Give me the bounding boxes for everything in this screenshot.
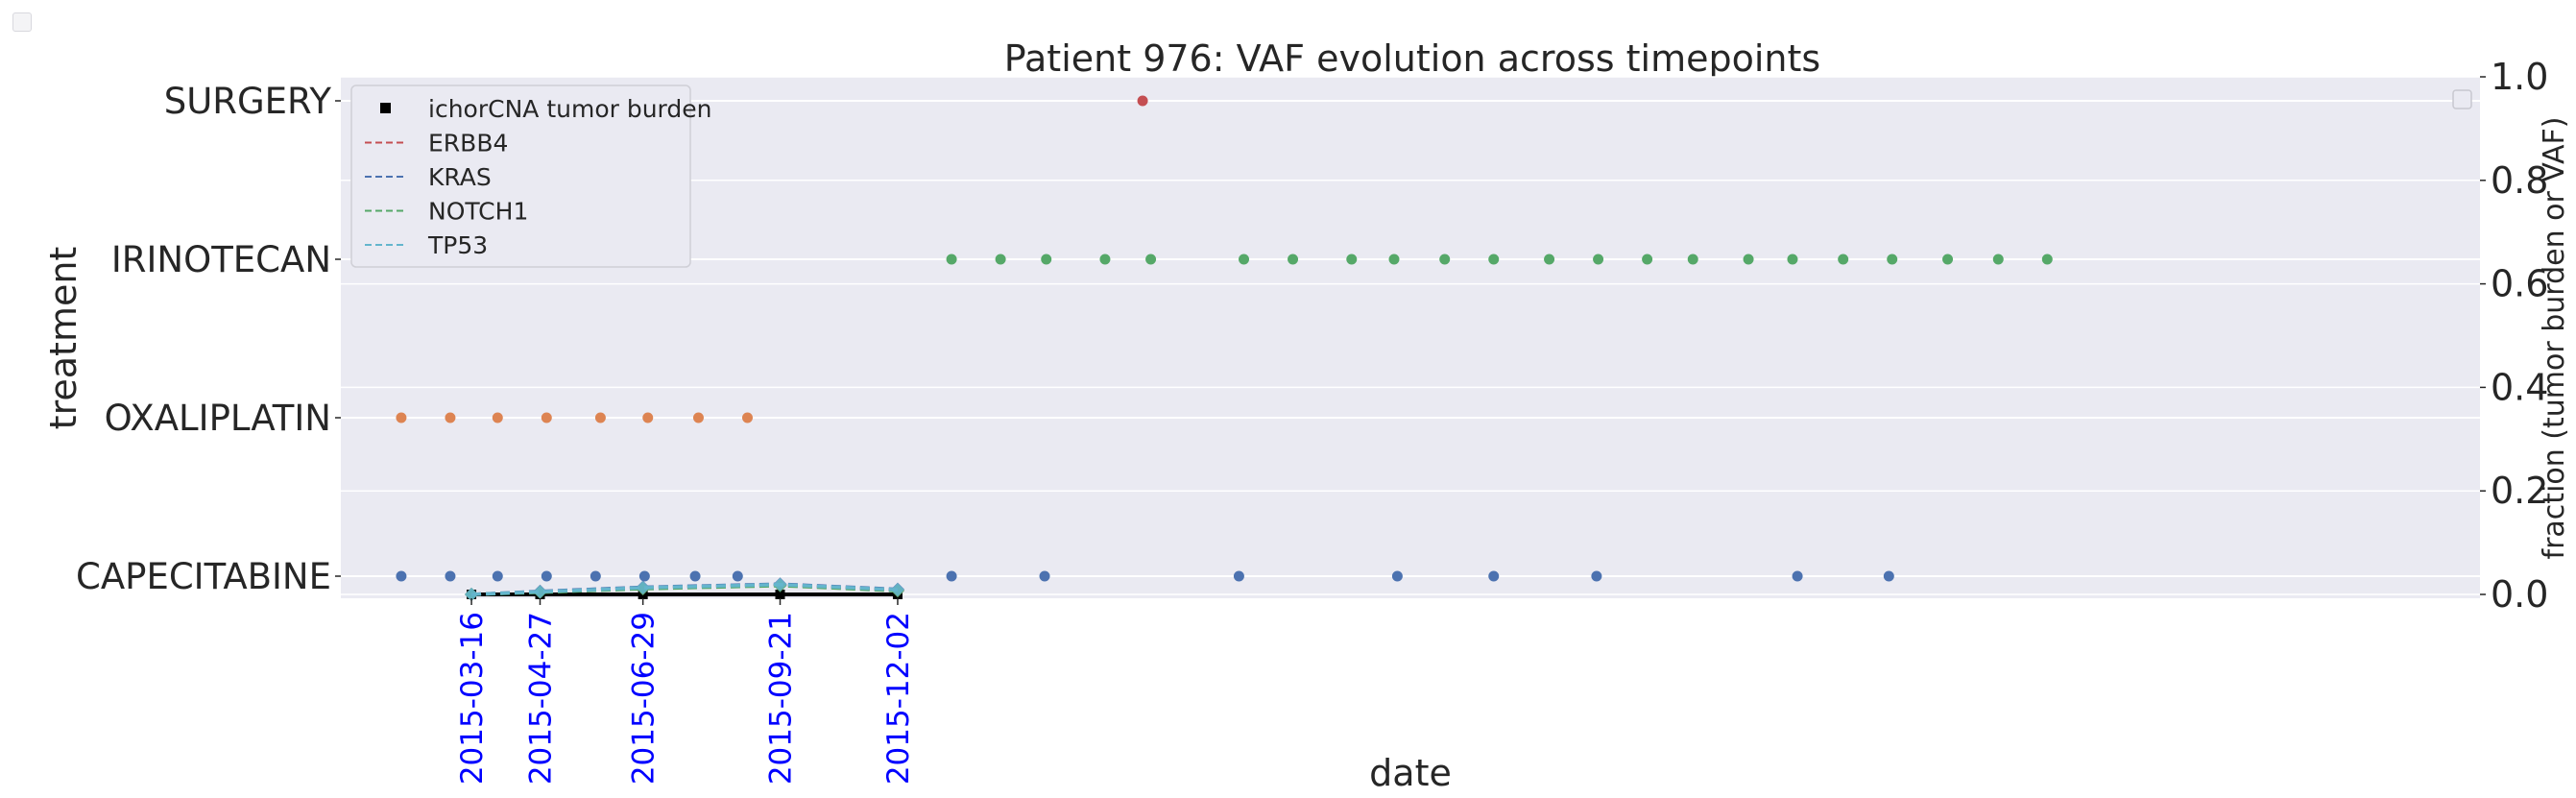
treatment-point-capecitabine-5 bbox=[638, 570, 650, 582]
vaf-series bbox=[465, 577, 904, 601]
treatment-point-irinotecan-16 bbox=[1787, 254, 1798, 265]
y-axis-right-label: fraction (tumor burden or VAF) bbox=[2538, 117, 2571, 560]
treatment-point-irinotecan-13 bbox=[1642, 254, 1653, 265]
treatment-point-irinotecan-0 bbox=[946, 254, 957, 265]
treatment-point-irinotecan-15 bbox=[1743, 254, 1754, 265]
treatment-point-capecitabine-9 bbox=[1039, 570, 1050, 582]
treatment-point-capecitabine-4 bbox=[590, 570, 601, 582]
left-axis: CAPECITABINE OXALIPLATIN IRINOTECAN SURGERY bbox=[76, 81, 341, 597]
treatment-point-capecitabine-15 bbox=[1883, 570, 1894, 582]
treatment-point-capecitabine-11 bbox=[1391, 570, 1403, 582]
right-tick-label-0: 0.0 bbox=[2491, 573, 2548, 616]
treatment-point-irinotecan-4 bbox=[1145, 254, 1157, 265]
series-point-tp53-3 bbox=[773, 577, 787, 592]
left-tick-label-capecitabine: CAPECITABINE bbox=[76, 556, 331, 597]
legend-marker-ichorcna-tumor-burden bbox=[380, 103, 391, 113]
treatment-point-irinotecan-6 bbox=[1288, 254, 1299, 265]
treatment-point-capecitabine-2 bbox=[492, 570, 503, 582]
legend-label-kras: KRAS bbox=[428, 163, 492, 191]
y-axis-left-label: treatment bbox=[42, 247, 84, 430]
x-tick-label-1: 2015-04-27 bbox=[523, 612, 558, 785]
legend-label-notch1: NOTCH1 bbox=[428, 198, 528, 226]
right-legend-box bbox=[2452, 89, 2472, 109]
right-tick-label-5: 1.0 bbox=[2491, 56, 2548, 98]
treatment-point-irinotecan-1 bbox=[995, 254, 1006, 265]
series-line-tp53 bbox=[470, 583, 899, 596]
treatment-point-oxaliplatin-4 bbox=[594, 412, 606, 423]
right-tick-label-4: 0.8 bbox=[2491, 159, 2548, 202]
legend-label-ichorcna-tumor-burden: ichorCNA tumor burden bbox=[428, 95, 711, 123]
treatment-point-irinotecan-11 bbox=[1544, 254, 1555, 265]
treatment-point-capecitabine-8 bbox=[946, 570, 957, 582]
treatment-point-oxaliplatin-2 bbox=[492, 412, 503, 423]
right-tick-label-3: 0.6 bbox=[2491, 263, 2548, 305]
treatment-point-irinotecan-19 bbox=[1942, 254, 1954, 265]
left-tick-label-oxaliplatin: OXALIPLATIN bbox=[105, 398, 331, 439]
legend: ichorCNA tumor burden ERBB4 KRAS NOTCH1 TP53 bbox=[350, 85, 711, 268]
treatment-point-capecitabine-6 bbox=[689, 570, 701, 582]
treatment-point-capecitabine-0 bbox=[396, 570, 407, 582]
right-tick-label-2: 0.4 bbox=[2491, 366, 2548, 408]
treatment-point-oxaliplatin-7 bbox=[741, 412, 753, 423]
treatment-point-irinotecan-7 bbox=[1346, 254, 1358, 265]
treatment-point-irinotecan-5 bbox=[1239, 254, 1250, 265]
treatment-point-irinotecan-21 bbox=[2041, 254, 2053, 265]
treatment-point-surgery-0 bbox=[1137, 95, 1148, 107]
treatment-points bbox=[396, 95, 2053, 582]
x-tick-label-4: 2015-12-02 bbox=[881, 612, 916, 785]
treatment-point-capecitabine-3 bbox=[541, 570, 552, 582]
treatment-point-irinotecan-12 bbox=[1593, 254, 1604, 265]
treatment-point-capecitabine-12 bbox=[1488, 570, 1500, 582]
series-point-ichorcna-tumor-burden-3 bbox=[775, 590, 785, 599]
treatment-point-capecitabine-7 bbox=[732, 570, 743, 582]
treatment-point-irinotecan-8 bbox=[1388, 254, 1400, 265]
treatment-point-capecitabine-1 bbox=[445, 570, 456, 582]
legend-label-tp53: TP53 bbox=[427, 231, 488, 259]
series-point-tp53-1 bbox=[533, 585, 547, 599]
treatment-point-oxaliplatin-6 bbox=[692, 412, 704, 423]
treatment-point-capecitabine-10 bbox=[1233, 570, 1244, 582]
treatment-point-irinotecan-2 bbox=[1041, 254, 1052, 265]
legend-label-erbb4: ERBB4 bbox=[428, 130, 508, 157]
chart-title: Patient 976: VAF evolution across timepo… bbox=[1004, 37, 1820, 80]
legend-box bbox=[350, 85, 691, 268]
treatment-point-irinotecan-20 bbox=[1992, 254, 2004, 265]
treatment-point-irinotecan-10 bbox=[1488, 254, 1500, 265]
treatment-point-oxaliplatin-0 bbox=[396, 412, 407, 423]
series-point-tp53-4 bbox=[890, 583, 904, 597]
x-tick-label-0: 2015-03-16 bbox=[455, 612, 490, 785]
treatment-point-capecitabine-14 bbox=[1792, 570, 1803, 582]
left-tick-label-surgery: SURGERY bbox=[164, 81, 332, 122]
right-axis: 0.0 0.2 0.4 0.6 0.8 1.0 bbox=[2480, 56, 2548, 616]
x-axis: 2015-03-16 2015-04-27 2015-06-29 2015-09-21… bbox=[455, 598, 916, 785]
series-point-tp53-0 bbox=[465, 588, 479, 601]
treatment-point-capecitabine-13 bbox=[1591, 570, 1602, 582]
treatment-point-irinotecan-14 bbox=[1687, 254, 1698, 265]
treatment-point-oxaliplatin-1 bbox=[445, 412, 456, 423]
right-tick-label-1: 0.2 bbox=[2491, 470, 2548, 512]
plot-area bbox=[341, 77, 2480, 598]
treatment-point-oxaliplatin-5 bbox=[642, 412, 654, 423]
treatment-point-irinotecan-18 bbox=[1887, 254, 1898, 265]
treatment-point-irinotecan-3 bbox=[1099, 254, 1111, 265]
x-axis-label: date bbox=[1369, 752, 1452, 794]
treatment-point-irinotecan-9 bbox=[1439, 254, 1451, 265]
corner-checkbox bbox=[12, 12, 32, 32]
treatment-point-oxaliplatin-3 bbox=[541, 412, 552, 423]
x-tick-label-3: 2015-09-21 bbox=[764, 612, 799, 785]
treatment-point-irinotecan-17 bbox=[1838, 254, 1849, 265]
x-tick-label-2: 2015-06-29 bbox=[627, 612, 662, 785]
series-point-tp53-2 bbox=[636, 580, 650, 594]
left-tick-label-irinotecan: IRINOTECAN bbox=[111, 239, 331, 280]
